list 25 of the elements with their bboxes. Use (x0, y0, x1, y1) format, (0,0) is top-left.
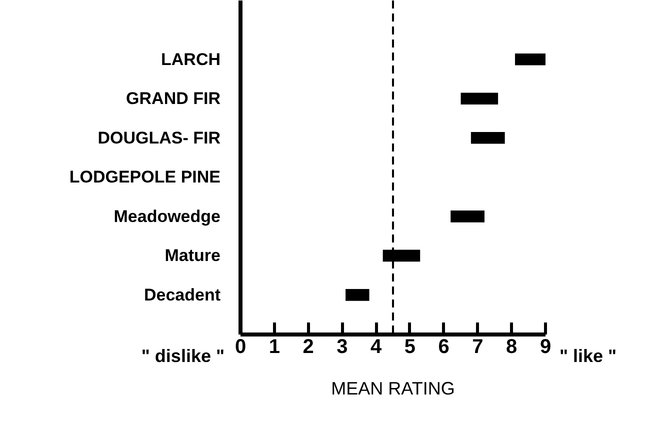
x-tick-label: 0 (234, 336, 246, 358)
text: " like " (560, 346, 617, 366)
y-tick-label: Decadent (144, 285, 221, 304)
y-tick-label: LARCH (161, 50, 221, 69)
bar (346, 289, 370, 301)
bar (450, 210, 484, 222)
bar (470, 132, 505, 144)
x-tick-label: 8 (506, 336, 518, 358)
x-tick-label: 5 (404, 336, 416, 358)
x-tick-label: 3 (336, 336, 348, 358)
x-tick-label: 7 (472, 336, 484, 358)
x-tick-label: 1 (268, 336, 280, 358)
x-tick-label: 6 (438, 336, 450, 358)
y-tick-label: GRAND FIR (126, 89, 221, 108)
y-tick-label: Meadowedge (114, 206, 221, 226)
bar (460, 92, 498, 105)
text: " dislike " (141, 346, 225, 366)
x-axis-title: MEAN RATING (331, 378, 455, 398)
y-tick-label: DOUGLAS- FIR (98, 128, 221, 148)
bar (515, 54, 546, 66)
y-tick-label: LODGEPOLE PINE (69, 168, 221, 187)
x-tick-label: 9 (540, 336, 552, 358)
y-tick-label: Mature (164, 246, 221, 266)
x-tick-label: 2 (302, 336, 314, 358)
x-tick-label: 4 (370, 336, 382, 358)
